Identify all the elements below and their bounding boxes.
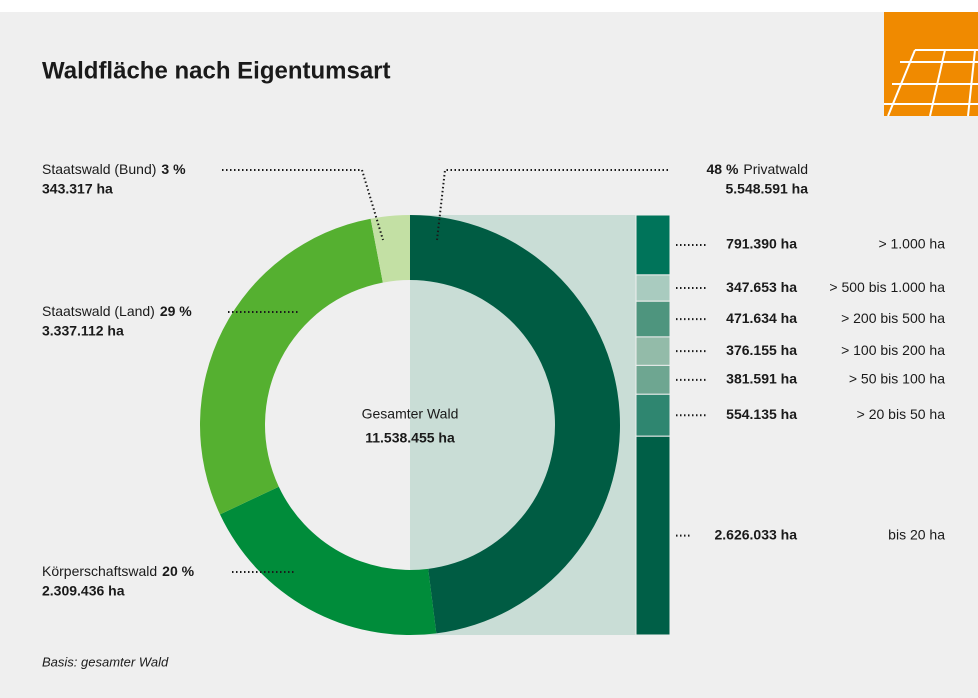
breakdown-segment xyxy=(635,435,671,636)
breakdown-segment xyxy=(635,214,671,276)
breakdown-category: > 50 bis 100 ha xyxy=(849,371,945,387)
breakdown-segment xyxy=(635,393,671,437)
note: Basis: gesamter Wald xyxy=(42,654,169,669)
breakdown-value: 471.634 ha xyxy=(726,310,797,326)
breakdown-category: > 500 bis 1.000 ha xyxy=(829,279,945,295)
donut-slice xyxy=(219,486,437,636)
slice-label: Staatswald (Bund) 3 % xyxy=(42,161,186,177)
slice-percent: 29 % xyxy=(160,303,192,319)
chart-title: Waldfläche nach Eigentumsart xyxy=(42,57,391,84)
donut-slice xyxy=(200,218,383,515)
slice-area: 343.317 ha xyxy=(42,181,113,197)
breakdown-category: > 100 bis 200 ha xyxy=(841,342,945,358)
slice-area: 2.309.436 ha xyxy=(42,583,125,599)
breakdown-value: 347.653 ha xyxy=(726,279,797,295)
breakdown-category: > 20 bis 50 ha xyxy=(857,406,946,422)
slice-label: 48 % Privatwald xyxy=(706,161,808,177)
slice-percent: 48 % xyxy=(706,161,738,177)
slice-name: Privatwald xyxy=(743,161,808,177)
slice-name: Körperschaftswald xyxy=(42,563,157,579)
breakdown-segment xyxy=(635,364,671,395)
slice-label: Staatswald (Land) 29 % xyxy=(42,303,192,319)
breakdown-value: 554.135 ha xyxy=(726,406,797,422)
slice-name: Staatswald (Land) xyxy=(42,303,155,319)
breakdown-value: 376.155 ha xyxy=(726,342,797,358)
breakdown-value: 2.626.033 ha xyxy=(714,526,797,542)
leader-line xyxy=(222,169,384,241)
breakdown-segment xyxy=(635,336,671,366)
slice-percent: 20 % xyxy=(162,563,194,579)
breakdown-value: 381.591 ha xyxy=(726,371,797,387)
breakdown-category: bis 20 ha xyxy=(888,526,945,542)
donut-slice xyxy=(410,215,621,634)
slice-area: 5.548.591 ha xyxy=(725,181,808,197)
slice-percent: 3 % xyxy=(161,161,186,177)
slice-label: Körperschaftswald 20 % xyxy=(42,563,195,579)
slice-area: 3.337.112 ha xyxy=(42,323,124,339)
slice-name: Staatswald (Bund) xyxy=(42,161,156,177)
breakdown-category: > 200 bis 500 ha xyxy=(841,310,945,326)
logo xyxy=(884,12,978,117)
breakdown-value: 791.390 ha xyxy=(726,236,797,252)
center-label: Gesamter Wald xyxy=(362,406,459,422)
breakdown-segment xyxy=(635,274,671,302)
center-value: 11.538.455 ha xyxy=(365,430,455,446)
breakdown-segment xyxy=(635,300,671,338)
breakdown-category: > 1.000 ha xyxy=(878,236,945,252)
